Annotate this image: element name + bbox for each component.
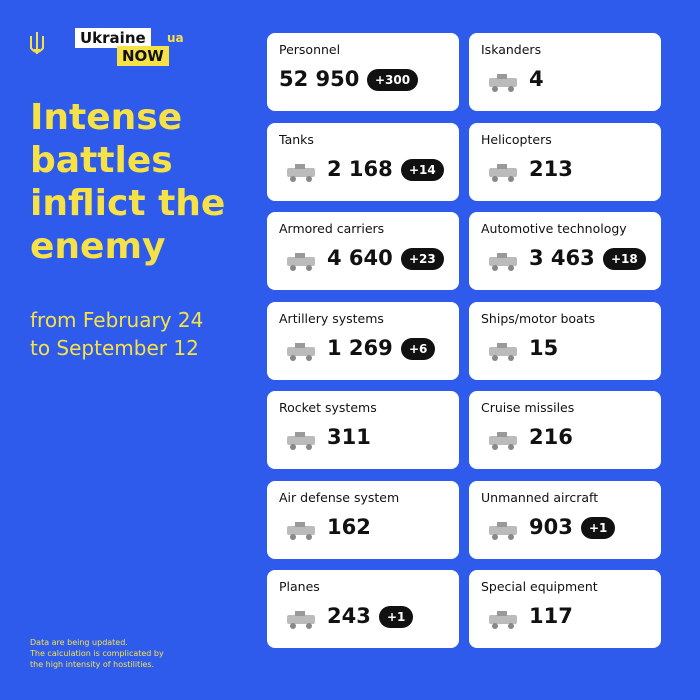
footnote: Data are being updated. The calculation i… — [30, 637, 164, 670]
icon — [489, 521, 517, 540]
stat-value: 4 640 — [327, 246, 393, 270]
stat-label: Air defense system — [279, 489, 400, 505]
stat-change: +6 — [401, 337, 436, 360]
stat-label: Helicopters — [481, 131, 552, 147]
stat-change: +1 — [379, 606, 414, 628]
stat-change: +23 — [401, 248, 444, 270]
icon — [489, 74, 517, 92]
stat-value: 1 269 — [327, 335, 393, 360]
logo-text: Ukraine — [75, 28, 151, 48]
stat-label: Rocket systems — [279, 400, 377, 415]
stat-card: Tanks 2 168 +14 — [267, 122, 459, 201]
stat-label: Unmanned aircraft — [481, 489, 599, 505]
footnote-line: the high intensity of hostilities. — [30, 660, 155, 669]
stat-label: Armored carriers — [279, 221, 385, 236]
stat-value: 216 — [529, 425, 573, 449]
stat-value: 903 — [529, 514, 573, 539]
period: from February 24 to September 12 — [30, 306, 203, 362]
period-line: to September 12 — [30, 336, 199, 360]
stat-card: Armored carriers 4 640 +23 — [267, 212, 459, 290]
stat-card: Automotive technology 3 463 +18 — [469, 212, 661, 290]
icon — [287, 253, 315, 271]
stat-card: Personnel 52 950 +300 — [267, 33, 459, 111]
icon — [489, 342, 517, 361]
stat-label: Special equipment — [481, 579, 598, 594]
stat-label: Tanks — [279, 131, 314, 147]
headline: Intense battles inflict the enemy — [30, 96, 225, 268]
logo-suffix: ua — [167, 31, 184, 45]
stat-card: Special equipment 117 — [469, 570, 661, 648]
headline-line: enemy — [30, 226, 166, 267]
headline-line: inflict the — [30, 183, 226, 224]
stat-card: Iskanders 4 — [469, 33, 661, 111]
stat-card: Planes 243 +1 — [267, 570, 459, 648]
stat-change: +1 — [581, 516, 616, 539]
stat-card: Rocket systems 311 — [267, 391, 459, 469]
stat-label: Automotive technology — [481, 221, 627, 236]
stat-card: Cruise missiles 216 — [469, 391, 661, 469]
stat-value: 4 — [529, 67, 544, 91]
stat-label: Planes — [279, 579, 320, 594]
stat-change: +300 — [367, 69, 419, 91]
logo-text: NOW — [117, 46, 169, 66]
stat-change: +14 — [401, 158, 444, 181]
icon — [287, 342, 315, 361]
footnote-line: The calculation is complicated by — [30, 649, 164, 658]
stat-card: Helicopters 213 — [469, 122, 661, 201]
stat-value: 311 — [327, 425, 371, 449]
stat-value: 162 — [327, 514, 371, 539]
footnote-line: Data are being updated. — [30, 638, 128, 647]
icon — [287, 521, 315, 540]
icon — [287, 163, 315, 182]
stat-value: 213 — [529, 156, 573, 181]
trident — [30, 32, 44, 54]
stat-value: 52 950 — [279, 67, 360, 91]
stat-label: Ships/motor boats — [481, 310, 596, 326]
headline-line: Intense — [30, 97, 183, 138]
icon — [287, 611, 315, 629]
stat-label: Artillery systems — [279, 310, 384, 326]
stat-card: Artillery systems 1 269 +6 — [267, 301, 459, 380]
icon — [287, 432, 315, 450]
icon — [489, 163, 517, 182]
stat-label: Cruise missiles — [481, 400, 575, 415]
stat-card: Unmanned aircraft 903 +1 — [469, 480, 661, 559]
period-line: from February 24 — [30, 308, 204, 332]
stat-value: 117 — [529, 604, 573, 628]
icon — [489, 432, 517, 450]
icon — [489, 253, 517, 271]
stat-card: Ships/motor boats 15 — [469, 301, 661, 380]
stat-label: Personnel — [279, 42, 341, 57]
icon — [489, 611, 517, 629]
stat-value: 2 168 — [327, 156, 393, 181]
stat-card: Air defense system 162 — [267, 480, 459, 559]
headline-line: battles — [30, 140, 173, 181]
stat-value: 243 — [327, 604, 371, 628]
stat-label: Iskanders — [481, 42, 542, 57]
stat-value: 3 463 — [529, 246, 595, 270]
stat-change: +18 — [603, 248, 646, 270]
stat-value: 15 — [529, 335, 559, 360]
